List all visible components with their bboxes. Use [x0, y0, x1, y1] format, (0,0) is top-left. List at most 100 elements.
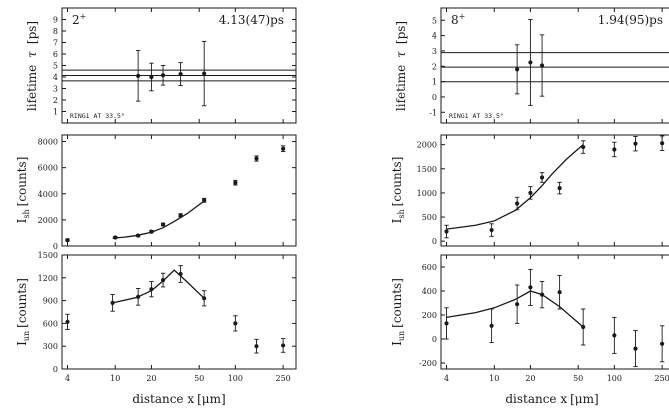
left-panel1-ytick-label-0: 0: [53, 242, 58, 251]
right-panel3-ytick-label-0: -1: [429, 108, 437, 117]
right-x-tick-label-2: 20: [525, 374, 535, 383]
right-panel5-fit-curve: [446, 290, 584, 328]
left-panel0-ytick-label-3: 4: [53, 73, 58, 82]
left-panel0-ytick-label-7: 8: [53, 27, 58, 36]
right-state-label: 8+: [451, 12, 465, 27]
right-panel5-ytick-label-2: 200: [422, 311, 437, 320]
right-ish-panel: Ish[counts] 0 500 1000 1500 2000: [390, 134, 669, 247]
left-x-tick-label-5: 250: [275, 374, 290, 383]
right-panel3-data-point-2: [539, 63, 545, 68]
left-panel1-data-point-4: [160, 222, 166, 227]
right-ring-annotation: RING1 AT 33.5°: [449, 112, 504, 120]
left-panel2-data-point-6: [202, 296, 207, 301]
left-x-tick-label-2: 20: [146, 374, 156, 383]
left-lifetime-panel: 2+ 4.13(47)ps RING1 AT 33.5° lifetimeτ[p…: [25, 7, 297, 124]
right-panel5-data-point-8: [633, 346, 638, 351]
right-panel3-ytick-label-3: 2: [432, 62, 437, 71]
left-panel2-ytick-label-0: 0: [53, 365, 58, 374]
right-panel5-ytick-label-0: -200: [419, 359, 437, 368]
left-panel0-ytick-label-6: 7: [53, 39, 58, 48]
left-iun-panel: Iun[counts] 0 300 600 900 1200 1500: [15, 251, 297, 374]
left-panel1-ytick-label-1: 2000: [38, 216, 58, 225]
right-x-tick-label-1: 10: [489, 374, 499, 383]
left-panel2-ytick-label-3: 900: [43, 297, 58, 306]
right-panel5-data-point-6: [581, 324, 586, 330]
left-panel2-ytick-label-2: 600: [43, 319, 58, 328]
left-panel0-data-point-2: [160, 73, 166, 78]
right-panel5-data-point-9: [660, 341, 665, 346]
right-lifetime-value: 1.94(95)ps: [598, 13, 663, 27]
left-panel2-data-point-5: [178, 271, 183, 277]
right-panel4-data-point-5: [557, 185, 562, 191]
left-panel1-ytick-label-3: 6000: [38, 164, 58, 173]
right-panel4-data-point-3: [528, 190, 533, 196]
left-panel2-data-point-2: [136, 294, 141, 299]
left-panel1-ytick-label-2: 4000: [38, 190, 58, 199]
left-panel0-data-point-3: [178, 72, 183, 77]
right-panel3-ytick-label-6: 5: [432, 16, 437, 25]
right-iun-panel: Iun[counts] -200 0 200 400 600: [390, 254, 669, 370]
right-panel3-data-point-0: [515, 67, 520, 72]
right-panel5-data-point-3: [528, 285, 533, 290]
left-panel1-data-point-6: [202, 198, 207, 203]
right-x-axis-label: distance x [μm]: [505, 392, 598, 406]
right-iun-ylabel: Iun[counts]: [390, 278, 406, 346]
left-ish-frame: [61, 134, 297, 247]
right-panel4-ytick-label-3: 1500: [417, 165, 437, 174]
right-panel5-data-point-7: [612, 333, 617, 338]
left-panel2-ytick-label-1: 300: [43, 342, 58, 351]
right-panel4-data-point-0: [444, 229, 449, 234]
left-iun-frame: [61, 254, 297, 370]
left-panel0-data-point-4: [202, 71, 207, 76]
right-panel5-data-point-1: [489, 323, 494, 328]
left-x-tick-label-0: 4: [65, 374, 70, 383]
right-panel4-data-point-4: [539, 175, 545, 180]
left-x-tick-label-4: 100: [228, 374, 243, 383]
left-lifetime-value: 4.13(47)ps: [219, 13, 284, 27]
right-panel4-data-point-7: [612, 147, 617, 152]
left-panel2-data-point-1: [110, 300, 115, 305]
left-x-ticklabels: 4 10 20 50 100 250: [65, 374, 291, 383]
left-panel2-fit-curve: [112, 269, 205, 304]
right-x-tick-label-0: 4: [444, 374, 449, 383]
right-panel3-ytick-label-1: 0: [432, 93, 437, 102]
right-panel4-data-point-8: [633, 141, 638, 146]
right-panel3-ytick-label-2: 1: [432, 78, 437, 87]
left-panel1-data-point-7: [233, 180, 238, 185]
left-panel1-data-point-0: [65, 238, 70, 243]
right-lifetime-ylabel: lifetimeτ[ps]: [394, 21, 408, 111]
right-lifetime-frame: [440, 7, 669, 124]
right-panel5-data-point-2: [515, 302, 520, 307]
right-panel3-ytick-label-4: 3: [432, 47, 437, 56]
left-panel0-ytick-label-0: 1: [53, 108, 58, 117]
left-panel2-data-point-0: [65, 319, 70, 324]
left-panel0-ytick-label-4: 5: [53, 62, 58, 71]
left-panel1-fit-curve: [112, 200, 205, 239]
right-ish-frame: [440, 134, 669, 247]
right-x-ticklabels: 4 10 20 50 100 250: [444, 374, 669, 383]
left-panel2-data-point-3: [149, 287, 154, 292]
left-panel2-data-point-8: [254, 344, 259, 349]
left-ring-annotation: RING1 AT 33.5°: [70, 112, 125, 120]
left-panel2-data-point-7: [233, 321, 238, 326]
left-panel1-data-point-8: [254, 156, 259, 161]
left-column: 2+ 4.13(47)ps RING1 AT 33.5° lifetimeτ[p…: [15, 7, 297, 406]
left-panel0-ytick-label-5: 6: [53, 50, 58, 59]
right-panel4-ytick-label-1: 500: [422, 213, 437, 222]
left-panel1-data-point-9: [281, 146, 286, 151]
right-panel5-data-point-0: [444, 321, 449, 326]
left-panel0-ytick-label-8: 9: [53, 16, 58, 25]
left-panel1-data-point-1: [113, 235, 118, 240]
right-panel4-fit-curve: [446, 144, 584, 230]
right-x-tick-label-5: 250: [654, 374, 669, 383]
right-panel5-ytick-label-4: 600: [422, 263, 437, 272]
left-panel2-data-point-9: [281, 343, 286, 348]
right-panel5-ytick-label-3: 400: [422, 287, 437, 296]
left-x-tick-label-1: 10: [110, 374, 120, 383]
right-panel3-data-point-1: [528, 60, 533, 65]
left-x-axis-label: distance x [μm]: [132, 392, 225, 406]
left-panel2-data-point-4: [160, 277, 166, 283]
right-panel3-ytick-label-5: 4: [432, 32, 437, 41]
right-panel5-ytick-label-1: 0: [432, 335, 437, 344]
